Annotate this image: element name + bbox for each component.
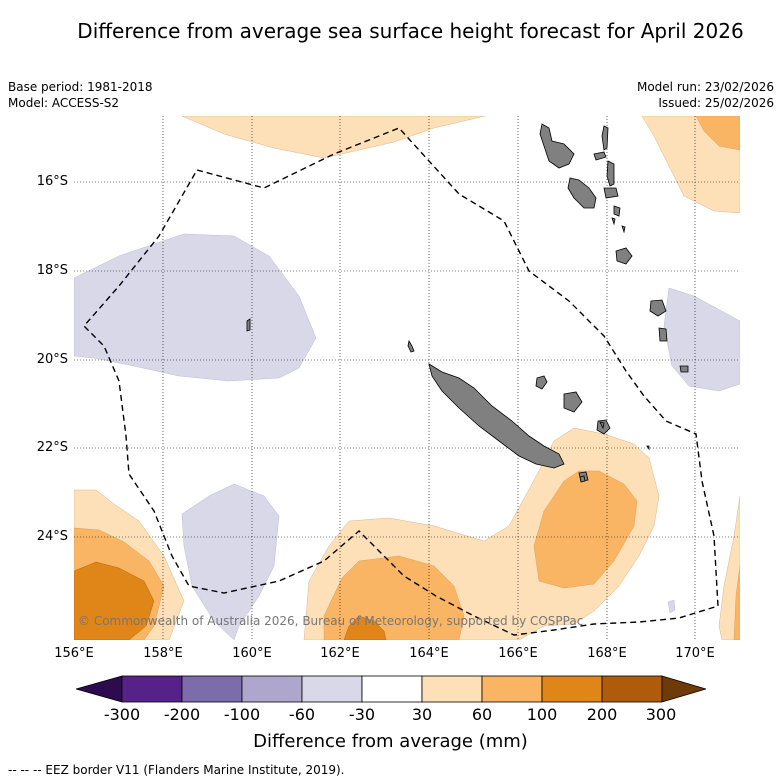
- colorbar-bin-9: [601, 675, 663, 703]
- lon-label-156e: 156°E: [54, 646, 94, 661]
- lon-label-160e: 160°E: [232, 646, 272, 661]
- matthew-island: [579, 475, 586, 483]
- vanuatu-tanna: [658, 327, 668, 342]
- map-title: Difference from average sea surface heig…: [77, 19, 744, 43]
- anomaly-region-southwest-high: [74, 561, 155, 640]
- colorbar-bin-2: [181, 675, 243, 703]
- model-name: Model: ACCESS-S2: [8, 96, 120, 110]
- vanuatu-ambrym: [603, 187, 619, 199]
- eez-legend: -- -- -- EEZ border V11 (Flanders Marine…: [8, 763, 345, 777]
- lon-label-162e: 162°E: [320, 646, 360, 661]
- lon-label-158e: 158°E: [143, 646, 183, 661]
- colorbar-tick: -300: [103, 705, 141, 724]
- lat-label-16s: 16°S: [36, 174, 68, 189]
- lon-label-164e: 164°E: [409, 646, 449, 661]
- colorbar-bin-1: [121, 675, 183, 703]
- colorbar-tick: 60: [471, 705, 493, 724]
- chesterfield-reef: [246, 318, 251, 332]
- anomaly-region-small-low: [667, 599, 676, 614]
- anomaly-region-south-high-core: [343, 615, 387, 640]
- lat-label-24s: 24°S: [36, 529, 68, 544]
- model-run: Model run: 23/02/2026: [636, 80, 774, 94]
- colorbar-tick: -60: [288, 705, 316, 724]
- meta-left: Base period: 1981-2018 Model: ACCESS-S2: [8, 79, 153, 111]
- base-period: Base period: 1981-2018: [8, 80, 153, 94]
- lon-label-168e: 168°E: [587, 646, 627, 661]
- map-svg: [74, 116, 740, 640]
- colorbar-tick: -100: [223, 705, 261, 724]
- anomaly-region-east-edge: [718, 495, 740, 640]
- tiny-islet-b: [621, 225, 626, 234]
- lat-label-18s: 18°S: [36, 263, 68, 278]
- vanuatu-erromango: [649, 299, 667, 317]
- colorbar-bin-3: [241, 675, 303, 703]
- eez-border: [83, 127, 719, 636]
- anomaly-region-east-mid: [533, 470, 638, 589]
- vanuatu-epi: [613, 205, 621, 217]
- lat-label-20s: 20°S: [36, 352, 68, 367]
- new-caledonia-island: [428, 363, 565, 469]
- vanuatu-ambae: [593, 151, 607, 161]
- colorbar-bin-5: [361, 675, 423, 703]
- lon-label-170e: 170°E: [675, 646, 715, 661]
- colorbar-tick: -30: [348, 705, 376, 724]
- colorbar-bin-7: [481, 675, 543, 703]
- colorbar-tick: 300: [645, 705, 677, 724]
- colorbar-tick: 30: [411, 705, 433, 724]
- vanuatu-maewo: [601, 125, 609, 151]
- loyalty-islands-ouvea: [535, 375, 548, 390]
- tiny-islet-a: [611, 217, 616, 226]
- colorbar-bin-4: [301, 675, 363, 703]
- colorbar-tick: 100: [526, 705, 558, 724]
- colorbar-under-arrow: [76, 675, 123, 703]
- belep-islands: [407, 339, 415, 353]
- meta-right: Model run: 23/02/2026 Issued: 25/02/2026: [637, 79, 774, 111]
- anomaly-region-east-edge-inner: [733, 565, 740, 640]
- anomaly-region-top-right-inner: [695, 116, 740, 151]
- walpole-island: [599, 421, 605, 430]
- graticule: [74, 116, 740, 640]
- vanuatu-espiritu-santo: [539, 123, 575, 169]
- colorbar-bin-6: [421, 675, 483, 703]
- colorbar-tick: 200: [586, 705, 618, 724]
- colorbar-tick: -200: [163, 705, 201, 724]
- lat-label-22s: 22°S: [36, 440, 68, 455]
- vanuatu-malakula: [567, 177, 597, 209]
- colorbar-bin-8: [541, 675, 603, 703]
- map-panel: [74, 116, 740, 640]
- colorbar: [76, 675, 706, 703]
- copyright-notice: © Commonwealth of Australia 2026, Bureau…: [78, 614, 584, 628]
- hunter-island: [646, 445, 650, 451]
- vanuatu-aneityum: [679, 365, 689, 373]
- anomaly-region-top: [181, 116, 486, 159]
- colorbar-label: Difference from average (mm): [253, 731, 528, 752]
- vanuatu-efate: [615, 247, 633, 265]
- anomaly-region-south-low: [181, 483, 280, 640]
- landmasses: [246, 123, 689, 483]
- loyalty-islands-lifou: [563, 391, 583, 413]
- colorbar-over-arrow: [661, 675, 706, 703]
- lon-label-166e: 166°E: [498, 646, 538, 661]
- vanuatu-pentecost: [606, 160, 615, 187]
- anomaly-region-east-low: [663, 287, 740, 392]
- issued-date: Issued: 25/02/2026: [658, 96, 774, 110]
